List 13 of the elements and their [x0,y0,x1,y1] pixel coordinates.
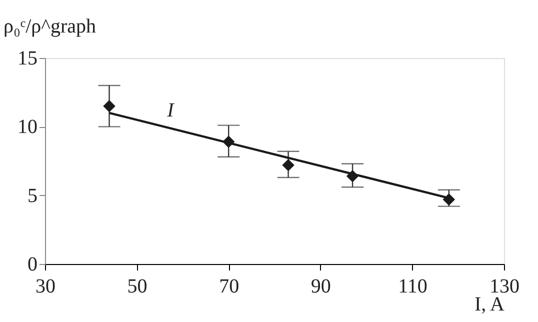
y-axis-title: ρ₀ᶜ/ρ^graph [4,16,96,38]
y-tick-label: 15 [18,48,38,70]
x-tick-label: 50 [127,276,148,298]
x-tick-label: 30 [36,276,56,298]
y-tick-label: 10 [18,116,38,138]
x-tick-label: 110 [398,276,428,298]
x-tick-label: 70 [219,276,240,298]
point [282,158,294,172]
series-label: I [166,99,176,122]
y-tick-label: 0 [28,254,38,276]
y-tick-label: 5 [28,184,38,207]
point [103,100,116,112]
x-tick-label: 90 [310,276,331,298]
